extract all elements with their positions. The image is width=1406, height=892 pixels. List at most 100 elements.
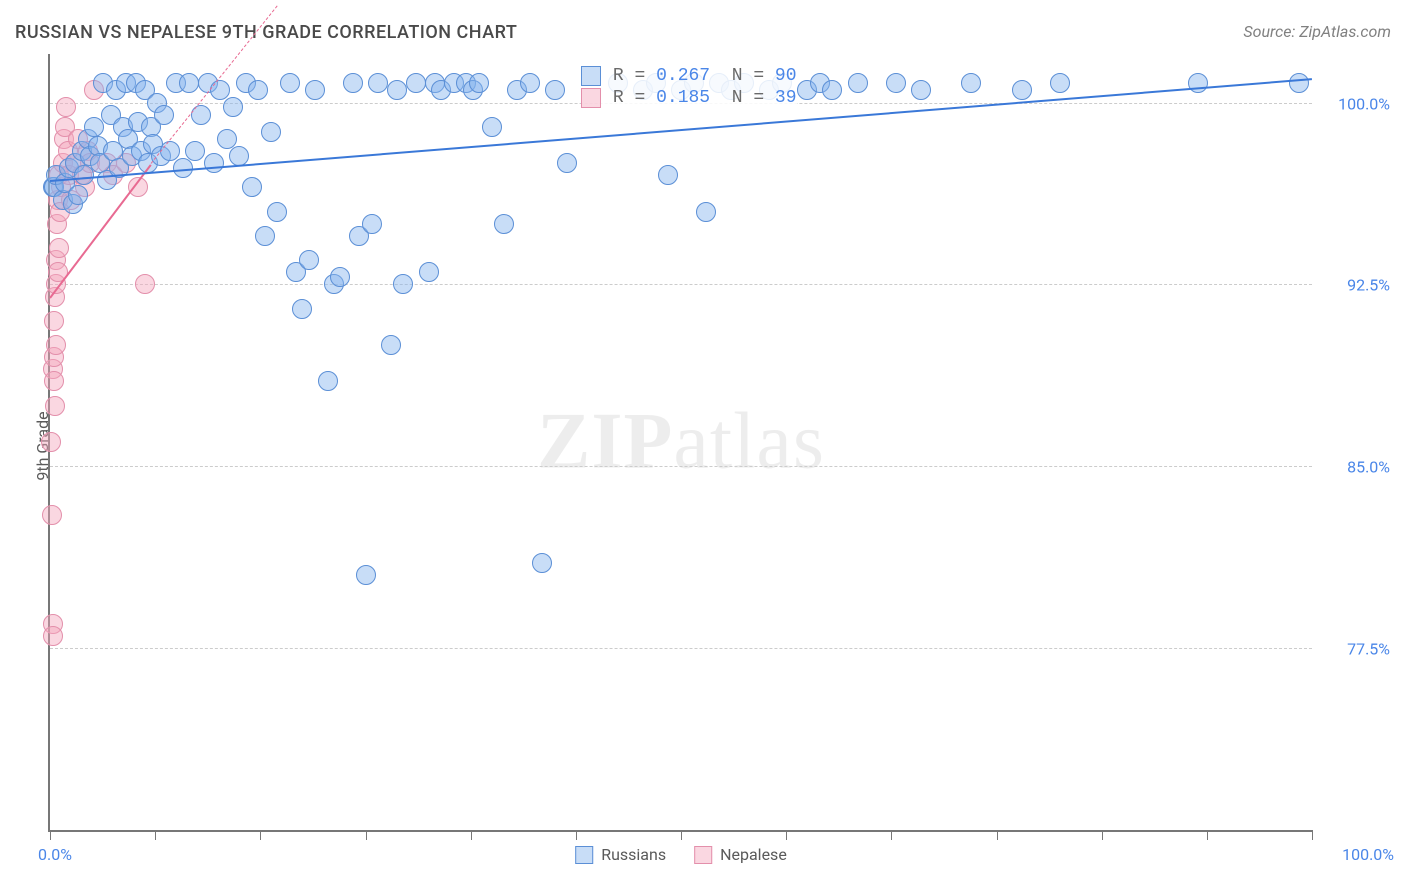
point-russians xyxy=(482,117,502,137)
x-axis-min-label: 0.0% xyxy=(38,845,72,864)
point-russians xyxy=(179,73,199,93)
x-tick xyxy=(576,830,577,840)
stats-row-russians: R = 0.267 N = 90 xyxy=(581,66,797,86)
point-russians xyxy=(368,73,388,93)
y-tick-label: 85.0% xyxy=(1347,458,1390,477)
point-russians xyxy=(1012,80,1032,100)
x-tick xyxy=(155,830,156,840)
point-russians xyxy=(248,80,268,100)
x-tick xyxy=(366,830,367,840)
point-russians xyxy=(961,73,981,93)
point-russians xyxy=(160,141,180,161)
point-russians xyxy=(292,299,312,319)
point-russians xyxy=(658,165,678,185)
point-russians xyxy=(68,185,88,205)
legend-swatch-nepalese xyxy=(694,846,712,864)
chart-title: RUSSIAN VS NEPALESE 9TH GRADE CORRELATIO… xyxy=(15,22,517,43)
gridline-y: 92.5% xyxy=(50,284,1312,285)
point-russians xyxy=(185,141,205,161)
point-russians xyxy=(305,80,325,100)
point-russians xyxy=(267,202,287,222)
point-russians xyxy=(406,73,426,93)
x-axis-max-label: 100.0% xyxy=(1342,845,1394,864)
point-russians xyxy=(217,129,237,149)
x-tick xyxy=(1312,830,1313,840)
gridline-y: 77.5% xyxy=(50,648,1312,649)
point-russians xyxy=(387,80,407,100)
point-nepalese xyxy=(45,396,65,416)
point-russians xyxy=(494,214,514,234)
point-nepalese xyxy=(49,238,69,258)
stats-box: R = 0.267 N = 90R = 0.185 N = 39 xyxy=(581,64,797,110)
point-russians xyxy=(204,153,224,173)
point-russians xyxy=(261,122,281,142)
point-russians xyxy=(330,267,350,287)
point-russians xyxy=(545,80,565,100)
point-russians xyxy=(318,371,338,391)
point-russians xyxy=(1050,73,1070,93)
stats-text-russians: R = 0.267 N = 90 xyxy=(613,66,797,86)
watermark-bold: ZIP xyxy=(537,398,673,486)
gridline-y: 85.0% xyxy=(50,466,1312,467)
legend-swatch-russians xyxy=(575,846,593,864)
point-russians xyxy=(343,73,363,93)
x-tick xyxy=(1102,830,1103,840)
point-russians xyxy=(848,73,868,93)
x-tick xyxy=(471,830,472,840)
source-prefix: Source: xyxy=(1243,22,1299,41)
point-russians xyxy=(1188,73,1208,93)
point-russians xyxy=(696,202,716,222)
watermark: ZIPatlas xyxy=(537,397,825,488)
point-nepalese xyxy=(44,311,64,331)
plot-area: ZIPatlas 0.0% 100.0% Russians Nepalese 7… xyxy=(48,54,1312,832)
point-russians xyxy=(520,73,540,93)
point-russians xyxy=(1289,73,1309,93)
legend-label-russians: Russians xyxy=(601,845,666,864)
point-nepalese xyxy=(44,371,64,391)
y-tick-label: 92.5% xyxy=(1347,276,1390,295)
point-russians xyxy=(419,262,439,282)
point-russians xyxy=(557,153,577,173)
point-russians xyxy=(469,73,489,93)
point-russians xyxy=(393,274,413,294)
stats-row-nepalese: R = 0.185 N = 39 xyxy=(581,88,797,108)
stats-text-nepalese: R = 0.185 N = 39 xyxy=(613,88,797,108)
stats-swatch-russians xyxy=(581,66,601,86)
source-label: Source: ZipAtlas.com xyxy=(1243,22,1391,41)
point-russians xyxy=(242,177,262,197)
x-tick xyxy=(1207,830,1208,840)
point-russians xyxy=(362,214,382,234)
legend-item-russians: Russians xyxy=(575,845,666,864)
point-russians xyxy=(886,73,906,93)
y-tick-label: 77.5% xyxy=(1347,640,1390,659)
point-russians xyxy=(299,250,319,270)
x-tick xyxy=(786,830,787,840)
point-russians xyxy=(223,97,243,117)
point-russians xyxy=(280,73,300,93)
chart-frame: RUSSIAN VS NEPALESE 9TH GRADE CORRELATIO… xyxy=(0,0,1406,892)
point-russians xyxy=(911,80,931,100)
legend-label-nepalese: Nepalese xyxy=(720,845,787,864)
x-tick xyxy=(260,830,261,840)
point-russians xyxy=(822,80,842,100)
y-tick-label: 100.0% xyxy=(1338,94,1390,113)
watermark-light: atlas xyxy=(673,398,825,486)
stats-swatch-nepalese xyxy=(581,88,601,108)
x-tick xyxy=(50,830,51,840)
point-russians xyxy=(356,565,376,585)
point-nepalese xyxy=(135,274,155,294)
x-tick xyxy=(681,830,682,840)
legend: Russians Nepalese xyxy=(575,845,787,864)
point-russians xyxy=(532,553,552,573)
point-nepalese xyxy=(56,97,76,117)
x-tick xyxy=(997,830,998,840)
legend-item-nepalese: Nepalese xyxy=(694,845,787,864)
x-tick xyxy=(891,830,892,840)
point-nepalese xyxy=(41,432,61,452)
point-nepalese xyxy=(42,505,62,525)
point-russians xyxy=(381,335,401,355)
point-russians xyxy=(229,146,249,166)
point-nepalese xyxy=(46,335,66,355)
point-nepalese xyxy=(43,626,63,646)
point-russians xyxy=(154,105,174,125)
